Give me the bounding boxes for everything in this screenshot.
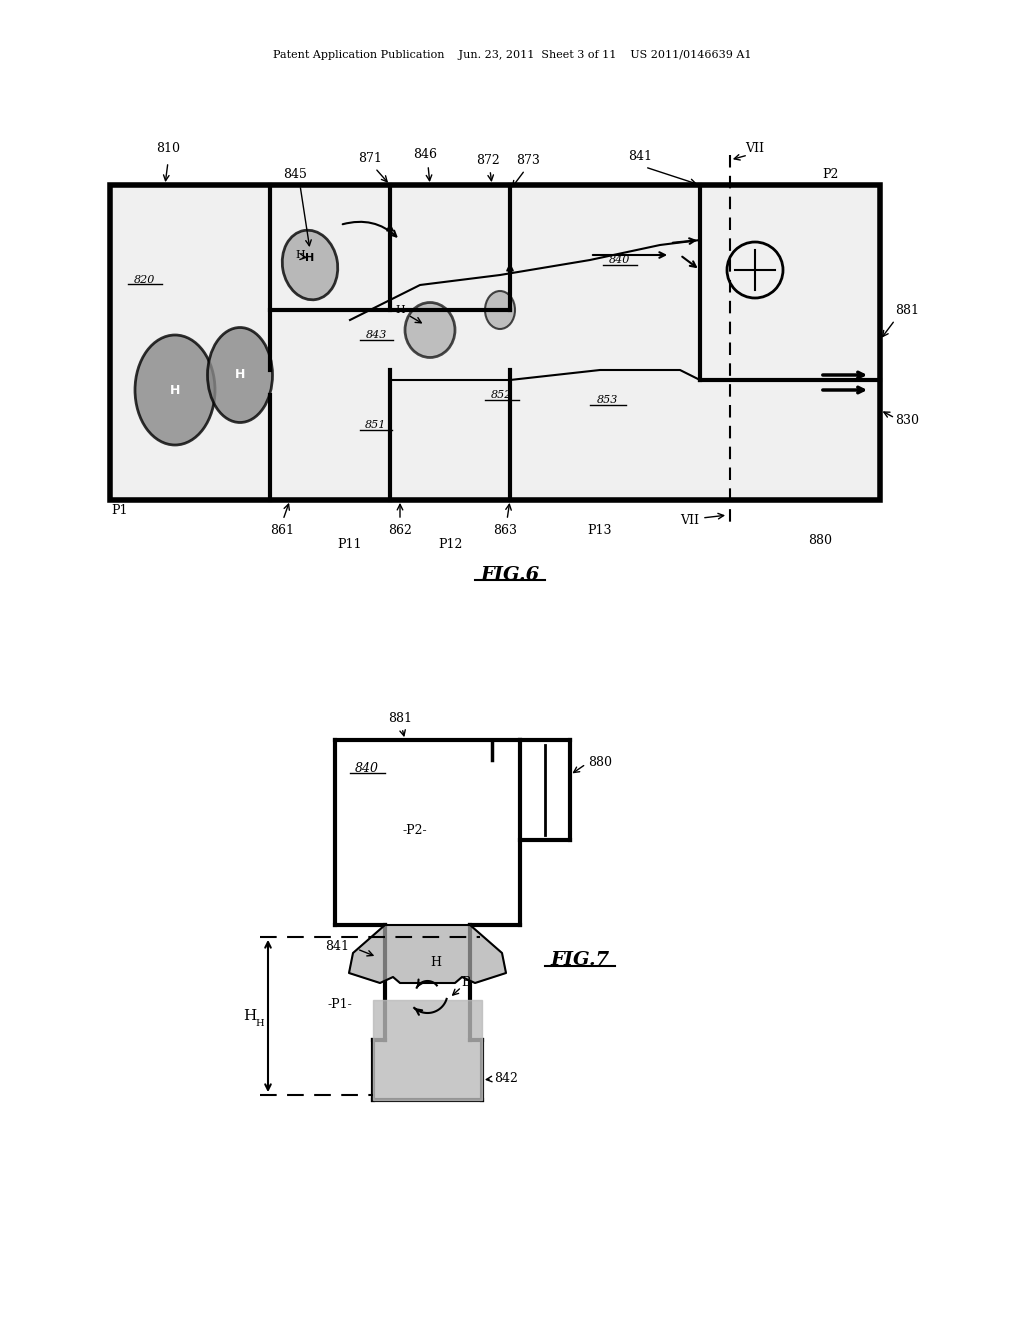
Text: VII: VII [681, 513, 699, 527]
Text: P1: P1 [112, 503, 128, 516]
Text: 841: 841 [628, 150, 652, 164]
Text: 872: 872 [476, 153, 500, 166]
Ellipse shape [208, 327, 272, 422]
Text: P12: P12 [438, 539, 462, 552]
Text: 820: 820 [134, 275, 156, 285]
Text: 840: 840 [355, 762, 379, 775]
Text: B: B [461, 977, 470, 990]
Text: FIG.7: FIG.7 [550, 950, 609, 969]
Text: 830: 830 [895, 413, 919, 426]
Ellipse shape [485, 290, 515, 329]
Text: 842: 842 [494, 1072, 518, 1085]
Text: 843: 843 [367, 330, 388, 341]
Text: 863: 863 [493, 524, 517, 536]
Text: Patent Application Publication    Jun. 23, 2011  Sheet 3 of 11    US 2011/014663: Patent Application Publication Jun. 23, … [272, 50, 752, 59]
Text: P13: P13 [588, 524, 612, 536]
Text: H: H [295, 249, 305, 260]
Text: VII: VII [745, 141, 765, 154]
Text: 851: 851 [366, 420, 387, 430]
Text: 881: 881 [388, 711, 412, 725]
Text: 871: 871 [358, 152, 382, 165]
Text: 846: 846 [413, 149, 437, 161]
Text: 861: 861 [270, 524, 294, 536]
Text: 810: 810 [156, 141, 180, 154]
Text: FIG.6: FIG.6 [480, 566, 540, 583]
FancyBboxPatch shape [110, 185, 880, 500]
Ellipse shape [283, 230, 338, 300]
Text: -P1-: -P1- [328, 998, 352, 1011]
Text: 853: 853 [597, 395, 618, 405]
Text: H: H [395, 305, 404, 315]
Text: 862: 862 [388, 524, 412, 536]
Ellipse shape [406, 302, 455, 358]
Text: 881: 881 [895, 304, 919, 317]
Text: H: H [430, 957, 441, 969]
Text: P11: P11 [338, 539, 362, 552]
Text: 841: 841 [325, 940, 349, 953]
Polygon shape [373, 1001, 482, 1100]
Text: H: H [234, 368, 245, 381]
Text: -P2-: -P2- [402, 824, 427, 837]
Text: 852: 852 [492, 389, 513, 400]
Text: P2: P2 [822, 169, 839, 181]
Text: H: H [170, 384, 180, 396]
Ellipse shape [135, 335, 215, 445]
Text: 840: 840 [609, 255, 631, 265]
Polygon shape [349, 925, 506, 983]
Text: 880: 880 [808, 533, 831, 546]
Text: 880: 880 [588, 755, 612, 768]
Text: 873: 873 [516, 153, 540, 166]
Text: 845: 845 [283, 169, 307, 181]
Text: H: H [256, 1019, 264, 1028]
Text: H: H [305, 253, 314, 263]
Text: H: H [244, 1008, 257, 1023]
